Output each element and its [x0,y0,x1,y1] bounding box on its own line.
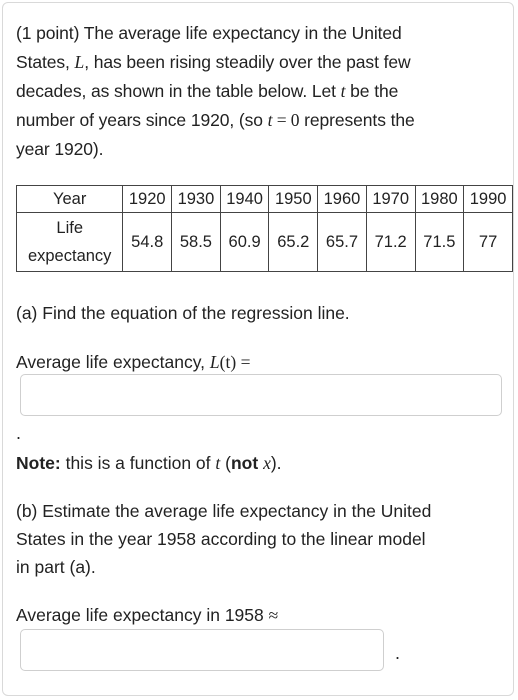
note-text: Note: this is a function of t (not x). [16,453,282,473]
problem-panel: (1 point) The average life expectancy in… [2,2,514,696]
value-cell: 54.8 [122,212,173,272]
value-cell: 65.2 [268,212,319,272]
intro-line-5: year 1920). [16,139,104,159]
var-L: L [74,52,85,72]
value-cell: 65.7 [317,212,367,272]
intro-line-3: decades, as shown in the table below. Le… [16,81,399,101]
value-cell: 77 [463,212,513,272]
value-cell: 58.5 [171,212,221,272]
header-life-expectancy: Life expectancy [15,212,124,272]
year-cell: 1950 [268,185,319,213]
part-a-question: (a) Find the equation of the regression … [16,303,350,323]
problem-statement: (1 point) The average life expectancy in… [16,19,506,164]
year-cell: 1940 [219,185,270,213]
year-cell: 1990 [463,185,513,213]
life-expectancy-table: Year 1920 1930 1940 1950 1960 1970 1980 … [15,185,513,272]
var-t-eq: t [267,110,273,130]
value-cell: 60.9 [219,212,270,272]
part-a-label: Average life expectancy, L(t) = [16,352,251,372]
part-b-label: Average life expectancy in 1958 ≈ [16,605,279,625]
part-b-line-2: States in the year 1958 according to the… [16,529,426,549]
year-cell: 1970 [365,185,416,213]
value-cell: 71.5 [414,212,465,272]
var-t: t [340,81,346,101]
year-cell: 1980 [414,185,465,213]
trailing-period: . [395,643,401,663]
year-cell: 1920 [122,185,173,213]
value-cell: 71.2 [365,212,416,272]
intro-line-4: number of years since 1920, (so t = 0 re… [16,110,415,130]
approx-symbol: ≈ [268,605,279,625]
intro-line-1: (1 point) The average life expectancy in… [16,23,402,43]
part-b-line-1: (b) Estimate the average life expectancy… [16,501,432,521]
year-cell: 1960 [317,185,367,213]
year-cell: 1930 [171,185,221,213]
intro-line-2: States, L, has been rising steadily over… [16,52,411,72]
header-year: Year [15,185,124,213]
regression-equation-input[interactable] [20,374,502,416]
part-b-line-3: in part (a). [16,557,96,577]
table-row-years: Year 1920 1930 1940 1950 1960 1970 1980 … [15,185,513,213]
table-row-life-expectancy: Life expectancy 54.8 58.5 60.9 65.2 65.7 … [15,212,513,272]
trailing-period: . [16,423,22,443]
life-expectancy-1958-input[interactable] [20,629,384,671]
